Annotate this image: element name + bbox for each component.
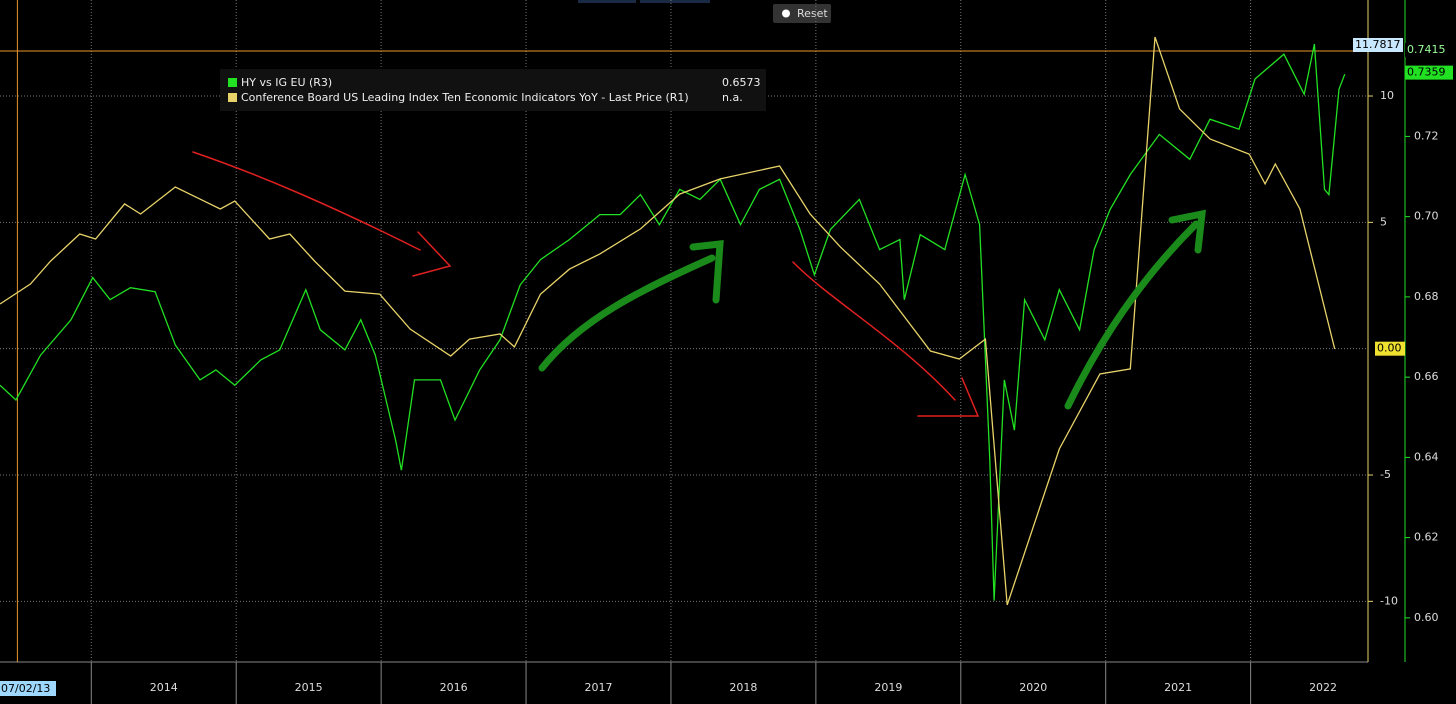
y-tick-label: 5 xyxy=(1380,215,1387,228)
legend-swatch xyxy=(228,93,237,102)
y2-tick-label: 0.68 xyxy=(1414,290,1439,303)
x-tick-label: 2021 xyxy=(1164,681,1192,694)
y2-marker-label: 0.7359 xyxy=(1407,66,1446,79)
x-tick-label: 2016 xyxy=(440,681,468,694)
x-tick-label: 2022 xyxy=(1309,681,1337,694)
legend-label: HY vs IG EU (R3) xyxy=(241,76,332,89)
y2-marker-label-box xyxy=(1405,65,1453,80)
y-tick-label: 10 xyxy=(1380,89,1394,102)
hline-label: 11.7817 xyxy=(1355,38,1401,51)
y2-tick-label: 0.64 xyxy=(1414,450,1439,463)
legend: HY vs IG EU (R3) 0.6573 Conference Board U… xyxy=(220,69,766,111)
legend-swatch xyxy=(228,78,237,87)
annotations xyxy=(192,151,1207,417)
y-tick-label: -5 xyxy=(1380,468,1391,481)
tab[interactable] xyxy=(640,0,710,3)
x-tick-label: 2014 xyxy=(150,681,178,694)
y2-tick-label: 0.66 xyxy=(1414,370,1439,383)
y2-tick-label: 0.72 xyxy=(1414,129,1439,142)
hline-label-box xyxy=(1353,37,1403,52)
legend-box xyxy=(220,69,766,111)
y2-tick-label: 0.60 xyxy=(1414,611,1439,624)
reset-button[interactable] xyxy=(773,4,831,23)
y2-marker-label-box xyxy=(1405,43,1445,58)
series-line xyxy=(0,43,1346,601)
y2-marker-label: 0.7415 xyxy=(1407,43,1446,56)
zero-label: 0.00 xyxy=(1377,342,1402,355)
series-line xyxy=(0,36,1336,606)
x-tick-label: 2015 xyxy=(295,681,323,694)
x-tick-label: 2019 xyxy=(874,681,902,694)
reset-label: Reset xyxy=(797,7,828,20)
legend-value: n.a. xyxy=(722,91,743,104)
tab[interactable] xyxy=(578,0,636,3)
cursor-date: 07/02/13 xyxy=(1,682,50,695)
cursor-date-box xyxy=(0,681,56,696)
y2-tick-label: 0.62 xyxy=(1414,531,1439,544)
x-tick-label: 2020 xyxy=(1019,681,1047,694)
reset-icon xyxy=(782,9,790,18)
legend-label: Conference Board US Leading Index Ten Ec… xyxy=(241,91,689,104)
zero-label-box xyxy=(1375,341,1405,356)
legend-value: 0.6573 xyxy=(722,76,761,89)
y-tick-label: -10 xyxy=(1380,594,1398,607)
y2-tick-label: 0.70 xyxy=(1414,210,1439,223)
x-tick-label: 2017 xyxy=(585,681,613,694)
x-tick-label: 2018 xyxy=(729,681,757,694)
